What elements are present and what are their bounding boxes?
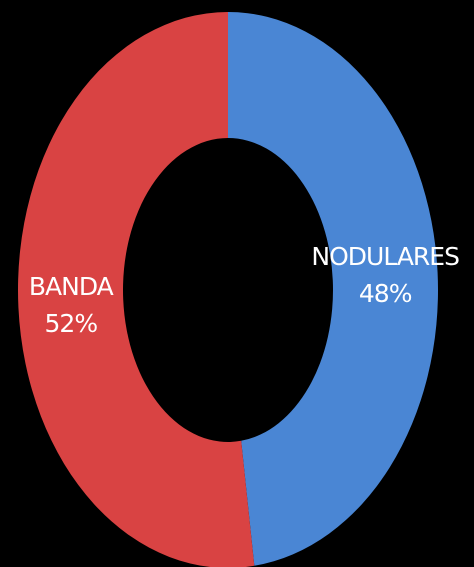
donut-slice <box>18 12 255 567</box>
slice-value-label: 52% <box>45 309 98 338</box>
slice-label: NODULARES <box>311 242 459 271</box>
donut-slice <box>228 12 439 566</box>
slice-value-label: 48% <box>359 279 412 308</box>
slice-label: BANDA <box>29 272 114 301</box>
